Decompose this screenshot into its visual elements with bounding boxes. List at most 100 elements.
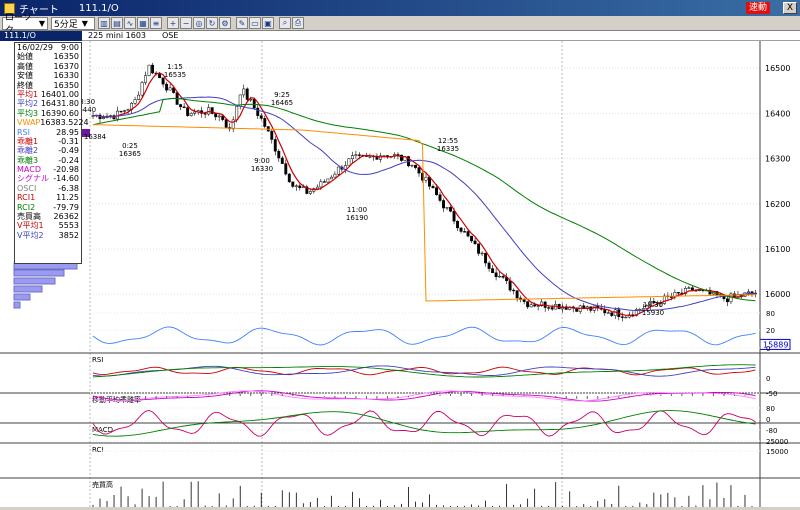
legend-label: 高値: [17, 61, 33, 71]
candle-body: [431, 186, 435, 188]
candle-body: [319, 181, 323, 188]
legend-value: 16390.60: [40, 108, 79, 118]
annotation-price: 16365: [119, 150, 141, 158]
legend-row: VWAP 16383.5224: [15, 118, 89, 127]
candle-body: [203, 113, 207, 115]
annotation-time: 18:30: [643, 301, 663, 309]
price-tick-label: 16100: [765, 245, 790, 254]
legend-value: -20.98: [53, 165, 79, 175]
window-title: チャート: [19, 4, 59, 16]
candle-body: [123, 110, 126, 112]
candle-body: [645, 305, 649, 309]
interval-select[interactable]: 5分足 ▼: [51, 16, 95, 30]
refresh-icon[interactable]: ↻: [206, 17, 218, 29]
line-icon[interactable]: ∿: [124, 17, 136, 29]
chart-type-select[interactable]: ローソク ▼: [2, 13, 48, 36]
panel-tick-label: 80: [766, 310, 775, 318]
candle-body: [224, 119, 228, 128]
candle-body: [336, 166, 340, 175]
candle-body: [210, 107, 214, 114]
candle-body: [235, 106, 239, 121]
candle-body: [133, 99, 137, 104]
legend-row: RSI 28.95: [15, 128, 81, 137]
print-icon[interactable]: ⎙: [292, 17, 304, 29]
candle-body: [533, 304, 537, 307]
panel-tick-label: 0: [766, 345, 770, 353]
candle-body: [158, 73, 162, 79]
candle-body: [144, 75, 148, 83]
legend-row: 終値 16350: [15, 81, 81, 90]
legend-label: RSI: [17, 127, 30, 137]
bar-icon[interactable]: ▤: [111, 17, 123, 29]
price-marker: [82, 129, 90, 137]
legend-label: MACD: [17, 165, 41, 175]
volume-icon[interactable]: ▦: [137, 17, 149, 29]
candle-body: [291, 181, 295, 187]
pencil-icon[interactable]: ✎: [236, 17, 248, 29]
legend-label: 終値: [17, 80, 33, 90]
legend-value: -0.24: [58, 155, 79, 165]
volume-profile-bar: [13, 301, 21, 309]
legend-row: V平均2 3852: [15, 231, 81, 240]
legend-row: 平均2 16431.80: [15, 99, 81, 108]
close-button[interactable]: X: [783, 2, 797, 14]
annotation-price: 16335: [437, 145, 459, 153]
zoom-out-icon[interactable]: −: [180, 17, 192, 29]
candle-body: [726, 298, 729, 303]
candle-icon[interactable]: ▥: [98, 17, 110, 29]
list-icon[interactable]: ≡: [150, 17, 162, 29]
candle-body: [480, 252, 484, 255]
candle-body: [477, 243, 481, 254]
lock-icon[interactable]: ▣: [262, 17, 274, 29]
candle-body: [242, 88, 246, 96]
info-strip: 111.1/O 225 mini 1603 OSE: [0, 31, 800, 41]
legend-value: 16383.5224: [40, 118, 89, 128]
candle-body: [456, 220, 459, 229]
zoom-in-icon[interactable]: +: [167, 17, 179, 29]
candle-body: [354, 154, 358, 156]
candle-body: [298, 185, 302, 188]
price-axis-background: [760, 41, 790, 507]
eraser-icon[interactable]: ▭: [249, 17, 261, 29]
search-icon[interactable]: ⌕: [279, 17, 291, 29]
candle-body: [207, 107, 211, 115]
chart-area[interactable]: 16500 16400 16300 16200 16100 16000 15889 RSI 80…: [0, 41, 800, 507]
candle-body: [179, 104, 183, 108]
magnify-icon[interactable]: ◎: [193, 17, 205, 29]
candle-body: [168, 87, 172, 91]
price-tick-label: 16000: [765, 290, 790, 299]
panel-tick-label: -80: [766, 427, 777, 435]
candle-body: [189, 113, 193, 116]
candle-body: [147, 64, 151, 76]
annotation-time: 12:55: [438, 137, 458, 145]
settings-icon[interactable]: ⚙: [219, 17, 231, 29]
panel-title: 売買高: [92, 480, 113, 489]
candle-body: [140, 82, 144, 96]
candle-body: [284, 163, 288, 175]
candle-body: [445, 207, 449, 209]
candle-body: [683, 288, 687, 294]
candle-body: [214, 113, 218, 118]
candle-body: [259, 115, 263, 119]
price-chart[interactable]: 16500 16400 16300 16200 16100 16000 15889 RSI 80…: [0, 41, 800, 507]
legend-label: 乖離2: [17, 146, 39, 156]
candle-body: [459, 227, 463, 232]
annotation-time: 11:00: [347, 206, 367, 214]
status-badge[interactable]: 速動: [745, 2, 770, 14]
candle-body: [322, 181, 326, 183]
legend-value: 26362: [53, 212, 79, 222]
annotation-price: 16330: [251, 165, 273, 173]
legend-label: 平均1: [17, 89, 39, 99]
deviation1-line: [92, 366, 756, 376]
legend-value: 5553: [58, 221, 79, 231]
candle-body: [747, 291, 750, 294]
candle-body: [494, 272, 498, 278]
legend-value: 16431.80: [40, 99, 79, 109]
interval-value: 5分足: [54, 19, 78, 30]
rci2-line: [92, 410, 756, 437]
ma3-line: [92, 97, 756, 302]
legend-row: 平均1 16401.00: [15, 90, 81, 99]
candle-body: [270, 130, 274, 140]
legend-value: 16401.00: [40, 89, 79, 99]
candle-body: [186, 107, 190, 116]
